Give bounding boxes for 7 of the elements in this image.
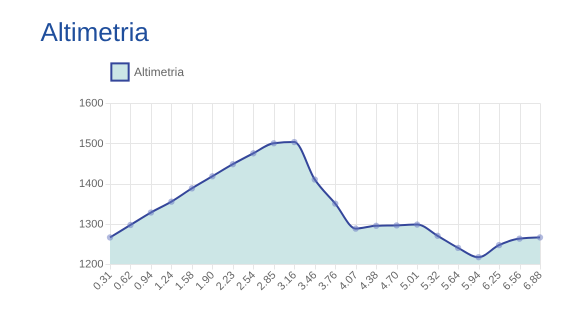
y-tick-label: 1400: [79, 178, 104, 190]
y-tick-label: 1500: [79, 138, 104, 150]
y-tick-label: 1600: [79, 98, 104, 110]
chart-title: Altimetria: [40, 17, 150, 47]
y-tick-label: 1200: [79, 258, 104, 270]
legend-label: Altimetria: [134, 65, 184, 79]
y-tick-label: 1300: [79, 218, 104, 230]
